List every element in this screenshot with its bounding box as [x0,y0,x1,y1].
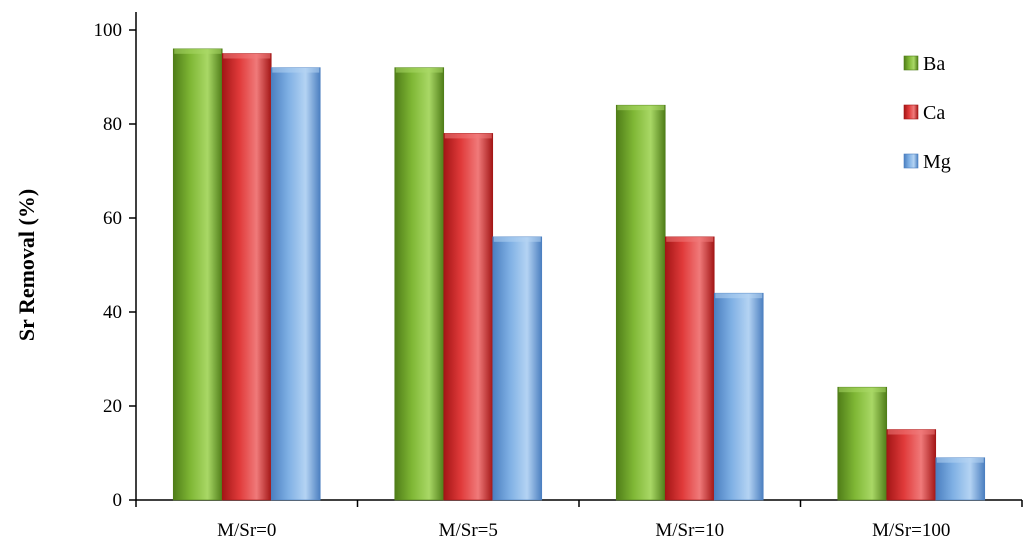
bar-ca [221,53,272,501]
legend-label-mg: Mg [923,151,951,173]
bar-ba [615,104,666,501]
x-tick-label: M/Sr=10 [655,520,724,541]
y-tick-label: 100 [94,20,123,41]
bar-top-highlight [395,67,443,73]
bar-top-highlight [715,293,763,299]
bar-top-highlight [666,236,714,242]
bar-mg [713,292,764,501]
x-tick-label: M/Sr=100 [872,520,950,541]
legend-swatch-mg [903,153,919,169]
bar-top-highlight [174,48,222,54]
bar-ba [837,386,888,501]
bar-top-highlight [838,387,886,393]
bar-ba [394,67,445,501]
bar-mg [492,236,543,501]
bar-top-highlight [887,429,935,435]
y-tick-label: 20 [103,396,122,417]
bar-ca [886,429,937,501]
bar-ba [172,48,223,501]
bar-top-highlight [223,53,271,59]
bar-top-highlight [272,67,320,73]
y-tick-label: 80 [103,114,122,135]
y-tick-label: 40 [103,302,122,323]
bar-ca [664,236,715,501]
bar-top-highlight [493,236,541,242]
legend-swatch-ba [903,55,919,71]
bar-top-highlight [936,457,984,463]
x-tick-label: M/Sr=5 [439,520,498,541]
bar-mg [270,67,321,501]
legend-label-ca: Ca [923,102,945,124]
y-axis-title: Sr Removal (%) [14,189,39,341]
legend-swatch-ca [903,104,919,120]
y-tick-label: 0 [113,490,123,511]
bar-ca [443,133,494,501]
bar-top-highlight [444,133,492,139]
y-tick-label: 60 [103,208,122,229]
x-tick-label: M/Sr=0 [217,520,276,541]
legend-label-ba: Ba [923,53,945,75]
bar-top-highlight [617,105,665,111]
bar-mg [935,457,986,501]
